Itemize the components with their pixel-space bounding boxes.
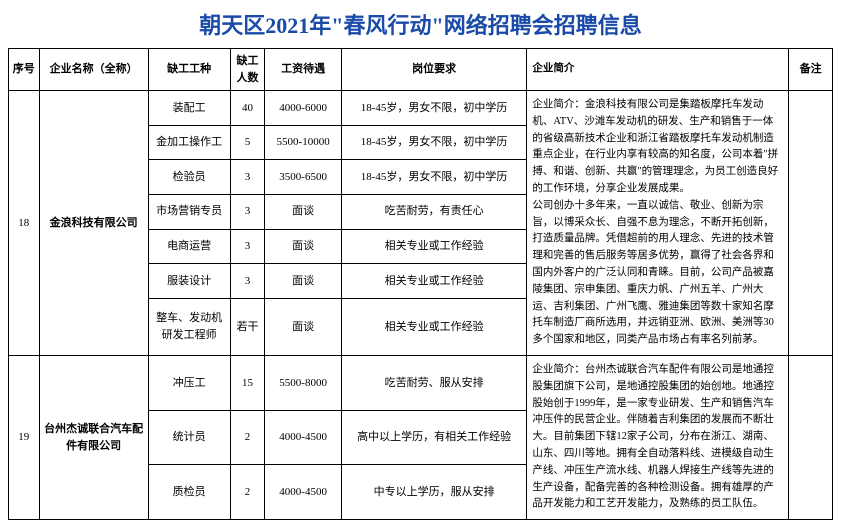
cell-requirement: 18-45岁，男女不限，初中学历: [341, 160, 527, 195]
cell-job: 质检员: [148, 465, 230, 520]
cell-job: 服装设计: [148, 264, 230, 299]
cell-count: 2: [230, 410, 265, 465]
recruitment-table: 序号 企业名称（全称） 缺工工种 缺工人数 工资待遇 岗位要求 企业简介 备注 …: [8, 48, 833, 520]
table-row: 19台州杰诚联合汽车配件有限公司冲压工155500-8000吃苦耐劳、服从安排企…: [9, 355, 833, 410]
cell-count: 3: [230, 194, 265, 229]
cell-requirement: 相关专业或工作经验: [341, 298, 527, 355]
cell-job: 市场营销专员: [148, 194, 230, 229]
header-seq: 序号: [9, 49, 40, 91]
cell-job: 统计员: [148, 410, 230, 465]
cell-job: 电商运营: [148, 229, 230, 264]
cell-salary: 面谈: [265, 229, 341, 264]
cell-job: 整车、发动机研发工程师: [148, 298, 230, 355]
cell-salary: 面谈: [265, 264, 341, 299]
cell-requirement: 18-45岁，男女不限，初中学历: [341, 125, 527, 160]
cell-count: 2: [230, 465, 265, 520]
cell-count: 5: [230, 125, 265, 160]
cell-job: 装配工: [148, 91, 230, 126]
cell-salary: 5500-8000: [265, 355, 341, 410]
cell-job: 金加工操作工: [148, 125, 230, 160]
cell-job: 冲压工: [148, 355, 230, 410]
cell-salary: 4000-6000: [265, 91, 341, 126]
cell-count: 15: [230, 355, 265, 410]
cell-count: 3: [230, 160, 265, 195]
cell-requirement: 中专以上学历，服从安排: [341, 465, 527, 520]
cell-salary: 5500-10000: [265, 125, 341, 160]
cell-count: 40: [230, 91, 265, 126]
cell-requirement: 吃苦耐劳、服从安排: [341, 355, 527, 410]
cell-requirement: 吃苦耐劳，有责任心: [341, 194, 527, 229]
cell-note: [789, 355, 833, 519]
cell-count: 若干: [230, 298, 265, 355]
cell-company: 金浪科技有限公司: [39, 91, 148, 356]
header-count: 缺工人数: [230, 49, 265, 91]
cell-seq: 19: [9, 355, 40, 519]
cell-salary: 4000-4500: [265, 465, 341, 520]
header-requirement: 岗位要求: [341, 49, 527, 91]
cell-salary: 面谈: [265, 194, 341, 229]
cell-count: 3: [230, 264, 265, 299]
cell-salary: 4000-4500: [265, 410, 341, 465]
header-company: 企业名称（全称）: [39, 49, 148, 91]
table-row: 18金浪科技有限公司装配工404000-600018-45岁，男女不限，初中学历…: [9, 91, 833, 126]
header-job: 缺工工种: [148, 49, 230, 91]
header-salary: 工资待遇: [265, 49, 341, 91]
cell-count: 3: [230, 229, 265, 264]
table-header-row: 序号 企业名称（全称） 缺工工种 缺工人数 工资待遇 岗位要求 企业简介 备注: [9, 49, 833, 91]
cell-requirement: 18-45岁，男女不限，初中学历: [341, 91, 527, 126]
cell-salary: 面谈: [265, 298, 341, 355]
header-intro: 企业简介: [527, 49, 789, 91]
cell-requirement: 相关专业或工作经验: [341, 264, 527, 299]
cell-intro: 企业简介：金浪科技有限公司是集踏板摩托车发动机、ATV、沙滩车发动机的研发、生产…: [527, 91, 789, 356]
header-note: 备注: [789, 49, 833, 91]
cell-requirement: 相关专业或工作经验: [341, 229, 527, 264]
cell-seq: 18: [9, 91, 40, 356]
cell-intro: 企业简介：台州杰诚联合汽车配件有限公司是地通控股集团旗下公司，是地通控股集团的始…: [527, 355, 789, 519]
cell-note: [789, 91, 833, 356]
cell-requirement: 高中以上学历，有相关工作经验: [341, 410, 527, 465]
cell-company: 台州杰诚联合汽车配件有限公司: [39, 355, 148, 519]
page-title: 朝天区2021年"春风行动"网络招聘会招聘信息: [8, 8, 833, 40]
cell-job: 检验员: [148, 160, 230, 195]
cell-salary: 3500-6500: [265, 160, 341, 195]
